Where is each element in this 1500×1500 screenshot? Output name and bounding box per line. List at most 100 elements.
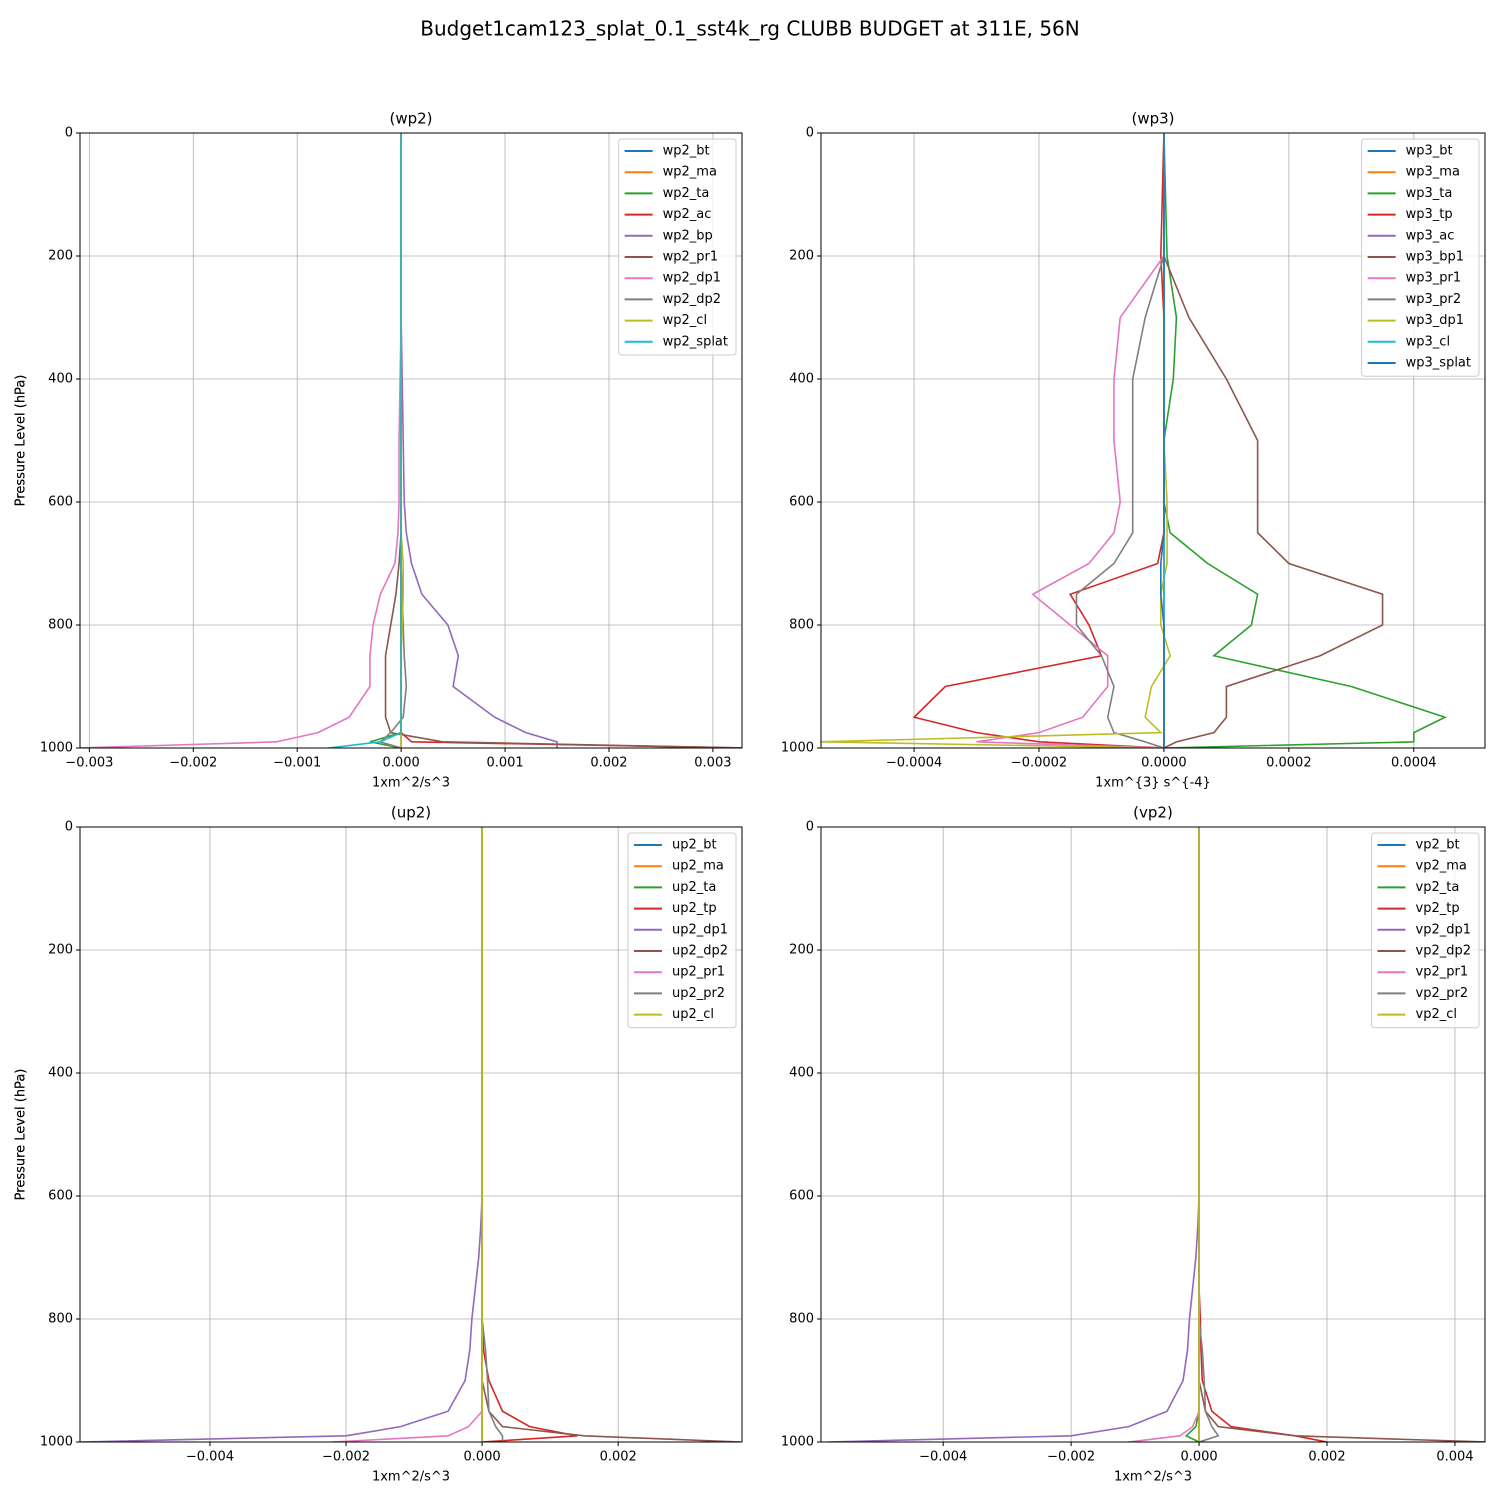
legend-label: wp3_ma xyxy=(1406,165,1460,180)
legend-label: up2_pr2 xyxy=(672,986,725,1001)
y-tick-label: 400 xyxy=(789,372,814,387)
legend-label: wp2_dp1 xyxy=(663,271,721,286)
y-tick-label: 400 xyxy=(789,1066,814,1081)
figure-title: Budget1cam123_splat_0.1_sst4k_rg CLUBB B… xyxy=(420,17,1079,41)
y-tick-label: 1000 xyxy=(40,1435,73,1450)
subplot: −0.0004 −0.0002 0.000 0 0.0002 0.0004 0 200 400 6… xyxy=(14,110,1486,791)
legend-label: up2_dp1 xyxy=(672,922,728,937)
subplot-title: (wp2) xyxy=(389,110,432,128)
plot-frame xyxy=(79,132,743,749)
y-tick-label: 800 xyxy=(789,1312,814,1327)
x-tick-label: 0.000 xyxy=(463,1450,500,1465)
x-tick-label: −0.003 xyxy=(65,756,113,771)
legend-label: wp3_dp1 xyxy=(1406,313,1464,328)
x-tick-label: −0.001 xyxy=(273,756,321,771)
legend-label: up2_ta xyxy=(672,880,716,895)
x-tick-label: 0.000 xyxy=(1180,1450,1217,1465)
subplot-title: (wp3) xyxy=(1131,110,1174,128)
legend-label: vp2_dp1 xyxy=(1416,922,1472,937)
y-tick-label: 200 xyxy=(789,249,814,264)
y-tick-label: 600 xyxy=(48,1189,73,1204)
series-line xyxy=(1075,133,1165,748)
legend-label: wp3_cl xyxy=(1406,334,1450,349)
legend-label: vp2_ta xyxy=(1416,880,1460,895)
x-tick-label: −0.002 xyxy=(322,1450,370,1465)
y-tick-label: 0 xyxy=(65,126,73,141)
series-line xyxy=(1163,133,1448,748)
legend-frame xyxy=(1371,832,1480,1029)
y-tick-label: 600 xyxy=(789,495,814,510)
legend-label: up2_dp2 xyxy=(672,944,728,959)
y-tick-label: 1000 xyxy=(781,741,814,756)
y-tick-label: 800 xyxy=(48,618,73,633)
plot-frame xyxy=(79,826,743,1443)
legend-label: wp2_splat xyxy=(663,334,728,349)
y-axis-label: Pressure Level (hPa) xyxy=(14,1069,29,1201)
x-tick-label: −0.0002 xyxy=(1011,756,1067,771)
y-tick-label: 0 xyxy=(65,820,73,835)
y-tick-label: 600 xyxy=(789,1189,814,1204)
x-tick-label: 0.002 xyxy=(590,756,627,771)
subplot-title: (up2) xyxy=(391,804,431,822)
subplot: −0.003 −0.002 −0.001 0.000 0.001 0.002 0.003 0 2… xyxy=(14,110,743,791)
legend: up2_bt up2_ma up2_ta up2_tp up2_dp1 up2_dp2up… xyxy=(627,832,737,1029)
legend-label: wp3_bp1 xyxy=(1406,250,1464,265)
legend-label: vp2_dp2 xyxy=(1416,944,1472,959)
y-axis-label: Pressure Level (hPa) xyxy=(14,375,29,507)
y-tick-label: 200 xyxy=(48,249,73,264)
x-axis-label: 1xm^2/s^3 xyxy=(372,776,450,791)
y-axis-label: Pressure Level (hPa) xyxy=(14,1069,29,1201)
legend-label: wp3_ac xyxy=(1406,228,1455,243)
x-tick-label: 0.000 xyxy=(383,756,420,771)
legend-label: wp2_bt xyxy=(663,144,710,159)
legend-label: wp3_pr1 xyxy=(1406,271,1462,286)
legend-label: wp2_ta xyxy=(663,186,710,201)
y-tick-label: 600 xyxy=(48,495,73,510)
x-tick-label: 0.0004 xyxy=(1391,756,1437,771)
x-tick-label: 0.001 xyxy=(486,756,523,771)
legend-frame xyxy=(627,832,737,1029)
y-tick-label: 0 xyxy=(806,820,814,835)
series-line xyxy=(1160,133,1165,748)
legend: wp2_bt wp2_ma wp2_ta wp2_ac wp2_bp wp2_pr1 wp2… xyxy=(618,138,737,356)
legend-label: up2_pr1 xyxy=(672,965,725,980)
x-tick-label: 0.0002 xyxy=(1266,756,1312,771)
x-tick-label: −0.002 xyxy=(1047,1450,1095,1465)
plot-frame xyxy=(820,826,1486,1443)
legend-label: wp3_pr2 xyxy=(1406,292,1462,307)
x-tick-label: −0.004 xyxy=(186,1450,234,1465)
legend-label: wp3_bt xyxy=(1406,144,1453,159)
legend-label: up2_bt xyxy=(672,838,717,853)
subplot: −0.004 −0.002 0.000 0.002 0 200 400 600 800 1000 (… xyxy=(14,804,743,1485)
y-tick-label: 800 xyxy=(48,1312,73,1327)
series-line xyxy=(1163,133,1384,748)
y-tick-label: 800 xyxy=(789,618,814,633)
legend-label: vp2_tp xyxy=(1416,901,1460,916)
legend-label: wp2_bp xyxy=(663,228,713,243)
x-tick-label: 0.004 xyxy=(1436,1450,1473,1465)
x-tick-label: 0.002 xyxy=(1308,1450,1345,1465)
x-axis-label: 1xm^2/s^3 xyxy=(1114,1470,1192,1485)
legend-label: wp2_ac xyxy=(663,207,712,222)
legend-label: wp2_cl xyxy=(663,313,707,328)
x-tick-label: −0.0004 xyxy=(886,756,942,771)
legend-label: vp2_cl xyxy=(1416,1007,1457,1022)
subplot-title: (vp2) xyxy=(1133,804,1173,822)
legend-label: wp3_ta xyxy=(1406,186,1453,201)
y-tick-label: 1000 xyxy=(40,741,73,756)
legend: wp3_bt wp3_ma wp3_ta wp3_tp wp3_ac wp3_bp1 wp3… xyxy=(1361,138,1480,377)
y-axis-label: Pressure Level (hPa) xyxy=(14,375,29,507)
x-tick-label: −0.004 xyxy=(919,1450,967,1465)
legend: vp2_bt vp2_ma vp2_ta vp2_tp vp2_dp1 vp2_dp2vp… xyxy=(1371,832,1480,1029)
subplot: −0.004 −0.002 0.000 0.002 0.004 0 200 400 600 800… xyxy=(14,804,1486,1485)
legend-frame xyxy=(1361,138,1480,377)
x-tick-label: 0.002 xyxy=(600,1450,637,1465)
legend-label: vp2_ma xyxy=(1416,859,1467,874)
y-tick-label: 0 xyxy=(806,126,814,141)
legend-label: up2_ma xyxy=(672,859,724,874)
legend-label: vp2_pr1 xyxy=(1416,965,1469,980)
legend-label: wp2_pr1 xyxy=(663,250,719,265)
y-tick-label: 200 xyxy=(48,943,73,958)
y-tick-label: 400 xyxy=(48,1066,73,1081)
